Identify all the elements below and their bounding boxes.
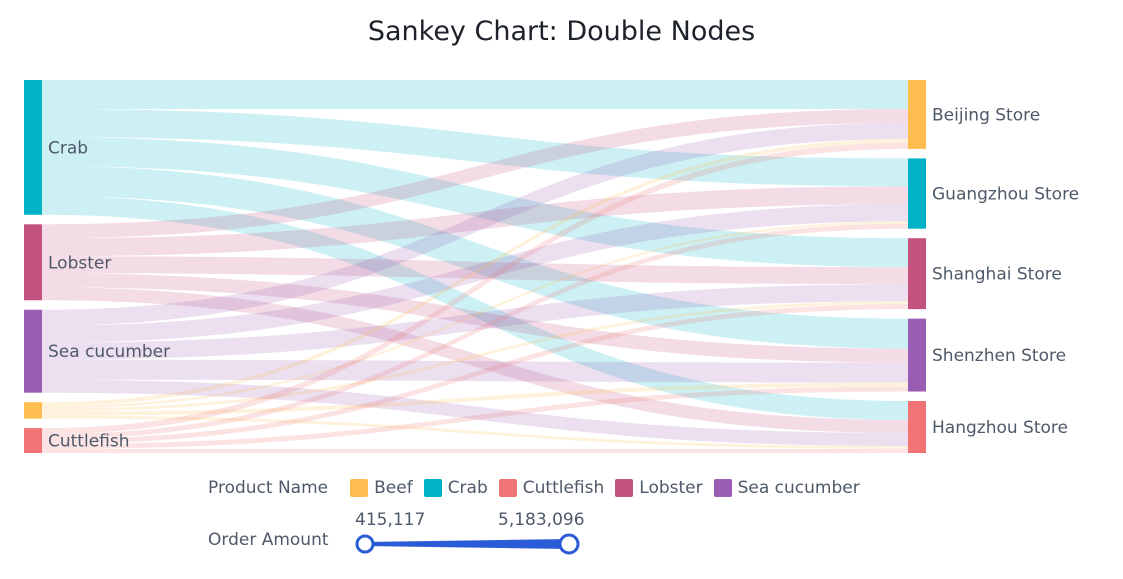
legend-item-sea-cucumber[interactable]: Sea cucumber — [713, 478, 860, 498]
link-crab-to-hangzhou-store[interactable] — [42, 195, 908, 420]
legend-item-beef[interactable]: Beef — [350, 478, 413, 498]
node-label-lobster: Lobster — [48, 253, 111, 273]
link-crab-to-shanghai-store[interactable] — [42, 136, 908, 268]
link-cuttlefish-to-beijing-store[interactable] — [42, 142, 908, 435]
link-cuttlefish-to-guangzhou-store[interactable] — [42, 223, 908, 440]
legend-item-crab[interactable]: Crab — [423, 478, 488, 498]
chart-title: Sankey Chart: Double Nodes — [367, 16, 756, 47]
legend-label: Crab — [447, 478, 488, 498]
node-label-shenzhen-store: Shenzhen Store — [932, 346, 1066, 366]
link-crab-to-shenzhen-store[interactable] — [42, 165, 908, 349]
link-sea-cucumber-to-shenzhen-store[interactable] — [42, 359, 908, 383]
range-min-label: 415,117 — [355, 510, 426, 530]
node-lobster[interactable] — [24, 224, 42, 301]
node-shanghai-store[interactable] — [908, 238, 926, 310]
node-label-cuttlefish: Cuttlefish — [48, 432, 130, 452]
node-label-hangzhou-store: Hangzhou Store — [932, 418, 1068, 438]
order-amount-range: Order Amount 415,117 5,183,096 — [208, 510, 608, 560]
legend-swatch — [498, 479, 517, 497]
link-cuttlefish-to-hangzhou-store[interactable] — [42, 449, 908, 453]
legend-swatch — [423, 479, 442, 497]
link-beef-to-shanghai-store[interactable] — [42, 301, 908, 412]
link-cuttlefish-to-shanghai-store[interactable] — [42, 304, 908, 445]
node-label-beijing-store: Beijing Store — [932, 105, 1040, 125]
legend-label: Beef — [374, 478, 413, 498]
link-lobster-to-hangzhou-store[interactable] — [42, 287, 908, 434]
legend-swatch — [615, 479, 634, 497]
range-slider-track[interactable] — [208, 510, 608, 560]
link-beef-to-beijing-store[interactable] — [42, 138, 908, 407]
node-label-guangzhou-store: Guangzhou Store — [932, 185, 1079, 205]
product-legend: Product Name Beef Crab Cuttlefish Lobster Se… — [208, 478, 871, 498]
legend-item-lobster[interactable]: Lobster — [615, 478, 703, 498]
link-lobster-to-shenzhen-store[interactable] — [42, 273, 908, 363]
legend-title: Product Name — [208, 478, 329, 498]
range-max-label: 5,183,096 — [498, 510, 585, 530]
link-sea-cucumber-to-hangzhou-store[interactable] — [42, 379, 908, 447]
link-lobster-to-beijing-store[interactable] — [42, 108, 908, 239]
legend-item-cuttlefish[interactable]: Cuttlefish — [498, 478, 605, 498]
node-label-crab: Crab — [48, 138, 88, 158]
range-legend-title: Order Amount — [208, 530, 329, 550]
node-cuttlefish[interactable] — [24, 428, 42, 453]
link-cuttlefish-to-shenzhen-store[interactable] — [42, 386, 908, 450]
link-beef-to-shenzhen-store[interactable] — [42, 382, 908, 416]
link-crab-to-beijing-store[interactable] — [42, 80, 908, 109]
link-crab-to-guangzhou-store[interactable] — [42, 108, 908, 187]
range-slider-min-handle[interactable] — [355, 534, 375, 554]
link-sea-cucumber-to-guangzhou-store[interactable] — [42, 204, 908, 343]
legend-label: Cuttlefish — [522, 478, 605, 498]
node-label-shanghai-store: Shanghai Store — [932, 265, 1062, 285]
node-crab[interactable] — [24, 80, 42, 215]
node-shenzhen-store[interactable] — [908, 318, 926, 392]
node-hangzhou-store[interactable] — [908, 401, 926, 453]
node-label-sea-cucumber: Sea cucumber — [48, 342, 170, 362]
link-lobster-to-guangzhou-store[interactable] — [42, 186, 908, 257]
link-sea-cucumber-to-shanghai-store[interactable] — [42, 284, 908, 360]
node-guangzhou-store[interactable] — [908, 158, 926, 229]
range-slider-max-handle[interactable] — [558, 533, 580, 555]
legend-label: Lobster — [639, 478, 703, 498]
legend-swatch — [713, 479, 732, 497]
link-beef-to-hangzhou-store[interactable] — [42, 415, 908, 450]
legend-label: Sea cucumber — [737, 478, 860, 498]
range-slider-bar — [365, 539, 569, 549]
links — [42, 80, 908, 453]
node-beijing-store[interactable] — [908, 80, 926, 149]
node-sea-cucumber[interactable] — [24, 309, 42, 393]
link-sea-cucumber-to-beijing-store[interactable] — [42, 122, 908, 326]
node-beef[interactable] — [24, 402, 42, 419]
link-lobster-to-shanghai-store[interactable] — [42, 256, 908, 285]
link-beef-to-guangzhou-store[interactable] — [42, 221, 908, 409]
legend-swatch — [350, 479, 369, 497]
